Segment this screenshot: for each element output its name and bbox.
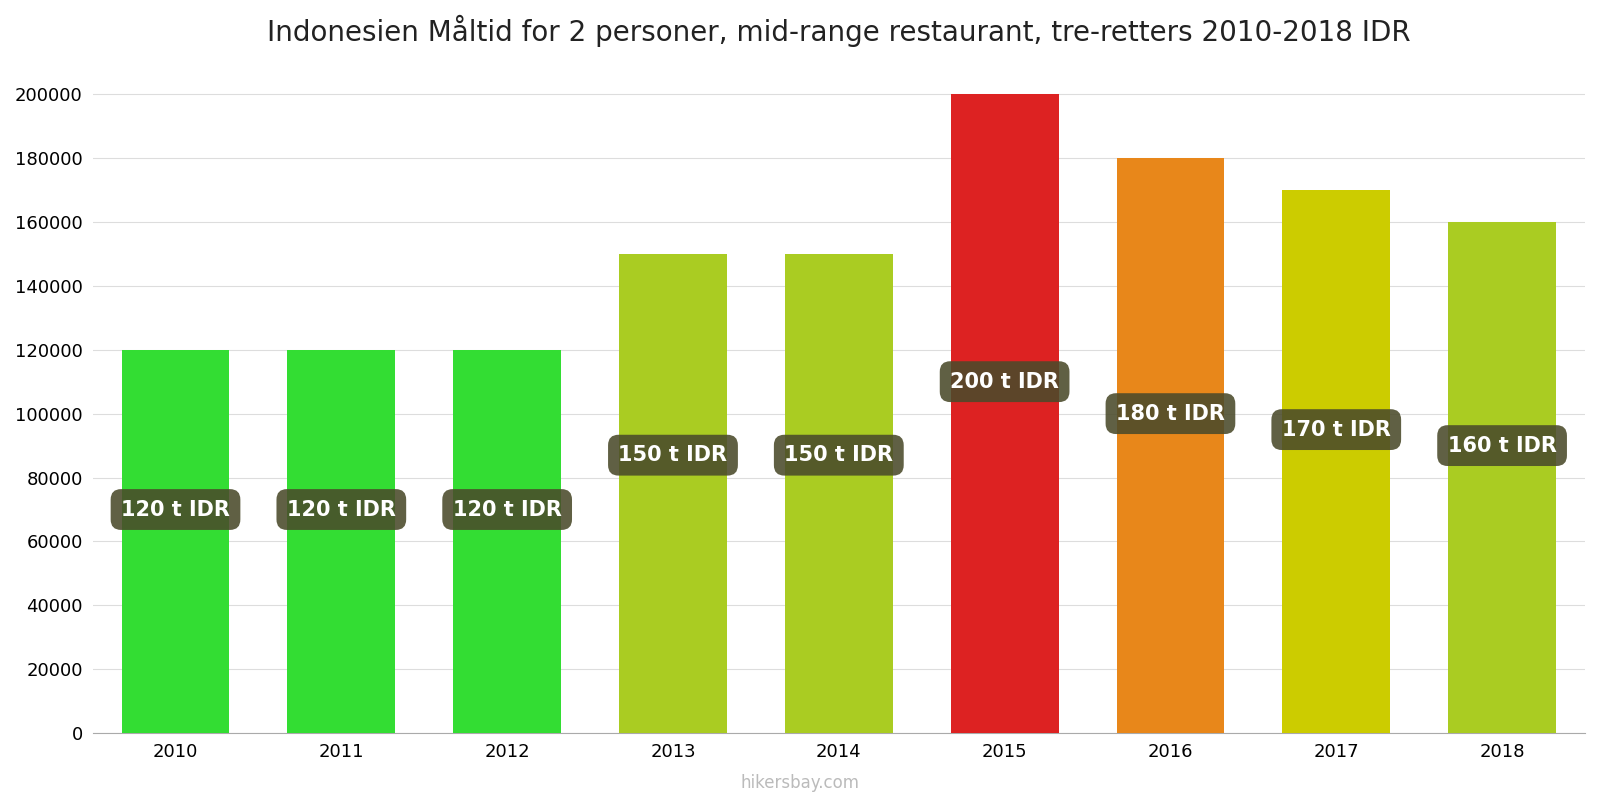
Bar bbox=[288, 350, 395, 734]
Bar bbox=[1282, 190, 1390, 734]
Text: 160 t IDR: 160 t IDR bbox=[1448, 435, 1557, 455]
Text: 120 t IDR: 120 t IDR bbox=[286, 499, 395, 519]
Text: 200 t IDR: 200 t IDR bbox=[950, 372, 1059, 392]
Title: Indonesien Måltid for 2 personer, mid-range restaurant, tre-retters 2010-2018 ID: Indonesien Måltid for 2 personer, mid-ra… bbox=[267, 15, 1411, 47]
Text: 120 t IDR: 120 t IDR bbox=[122, 499, 230, 519]
Text: 180 t IDR: 180 t IDR bbox=[1117, 404, 1226, 424]
Bar bbox=[1448, 222, 1555, 734]
Bar bbox=[122, 350, 229, 734]
Text: 150 t IDR: 150 t IDR bbox=[619, 445, 728, 465]
Bar bbox=[950, 94, 1059, 734]
Text: 170 t IDR: 170 t IDR bbox=[1282, 420, 1390, 440]
Text: 120 t IDR: 120 t IDR bbox=[453, 499, 562, 519]
Bar bbox=[1117, 158, 1224, 734]
Text: 150 t IDR: 150 t IDR bbox=[784, 445, 893, 465]
Text: hikersbay.com: hikersbay.com bbox=[741, 774, 859, 792]
Bar bbox=[453, 350, 562, 734]
Bar bbox=[786, 254, 893, 734]
Bar bbox=[619, 254, 726, 734]
